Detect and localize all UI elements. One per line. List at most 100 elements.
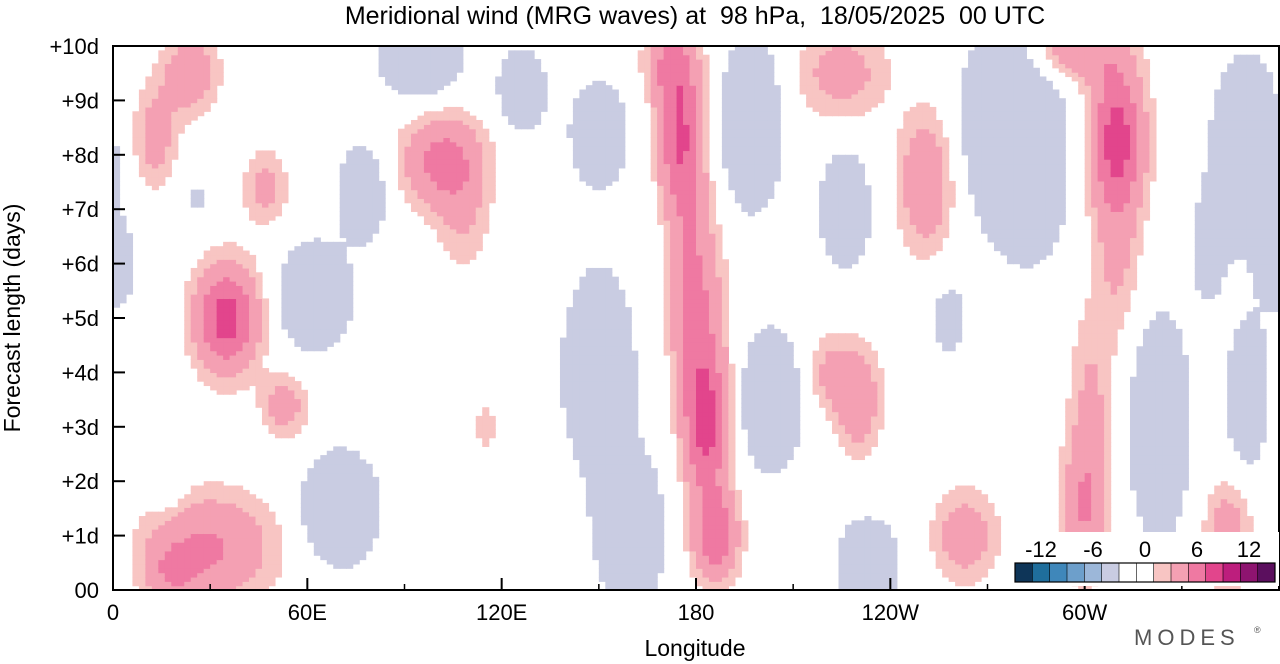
heatmap-cell [670,389,678,395]
heatmap-cell [702,128,710,134]
heatmap-cell [689,228,697,234]
heatmap-cell [197,546,205,552]
heatmap-cell [430,224,438,230]
heatmap-cell [741,542,749,548]
heatmap-cell [132,546,140,552]
heatmap-cell [255,150,263,156]
heatmap-cell [618,529,626,535]
heatmap-cell [249,311,257,317]
heatmap-cell [249,259,257,265]
heatmap-cell [650,481,658,487]
heatmap-cell [611,89,619,95]
heatmap-cell [598,128,606,134]
heatmap-cell [618,520,626,526]
heatmap-cell [611,176,619,182]
heatmap-cell [268,154,276,160]
heatmap-cell [268,215,276,221]
heatmap-cell [540,80,548,86]
heatmap-cell [592,472,600,478]
heatmap-cell [741,146,749,152]
heatmap-cell [670,154,678,160]
heatmap-cell [689,372,697,378]
heatmap-cell [501,102,509,108]
heatmap-cell [132,533,140,539]
heatmap-cell [184,533,192,539]
heatmap-cell [300,489,308,495]
heatmap-cell [346,167,354,173]
heatmap-cell [216,320,224,326]
heatmap-cell [689,328,697,334]
heatmap-cell [566,407,574,413]
heatmap-cell [346,185,354,191]
heatmap-cell [696,559,704,565]
heatmap-cell [702,124,710,130]
heatmap-cell [488,420,496,426]
heatmap-cell [417,128,425,134]
heatmap-cell [197,276,205,282]
heatmap-cell [132,146,140,152]
heatmap-cell [261,307,270,313]
heatmap-cell [255,215,263,221]
heatmap-cell [721,141,729,147]
heatmap-cell [728,529,736,535]
heatmap-cell [527,59,535,65]
heatmap-cell [598,150,606,156]
heatmap-cell [566,428,574,434]
heatmap-cell [592,163,600,169]
heatmap-cell [598,180,606,186]
heatmap-cell [650,468,658,474]
heatmap-cell [281,263,289,269]
heatmap-cell [488,172,496,178]
heatmap-cell [702,568,710,574]
heatmap-cell [469,159,477,165]
heatmap-cell [689,89,697,95]
heatmap-cell [689,46,697,51]
heatmap-cell [611,581,619,587]
heatmap-cell [657,563,665,569]
heatmap-cell [592,333,600,339]
heatmap-cell [482,437,490,443]
heatmap-cell [624,507,632,513]
heatmap-cell [696,537,704,543]
heatmap-cell [670,189,678,195]
heatmap-cell [708,568,717,574]
heatmap-cell [689,502,697,508]
heatmap-cell [696,533,704,539]
heatmap-cell [715,437,723,443]
heatmap-cell [592,146,600,152]
heatmap-cell [747,341,755,347]
heatmap-cell [747,193,755,199]
heatmap-cell [430,189,438,195]
heatmap-cell [598,324,606,330]
heatmap-cell [333,516,341,521]
heatmap-cell [689,294,697,300]
heatmap-cell [611,119,619,125]
heatmap-cell [475,207,483,212]
heatmap-cell [683,106,691,112]
heatmap-cell [488,185,496,191]
heatmap-cell [261,507,270,513]
heatmap-cell [676,420,684,426]
heatmap-cell [715,315,723,321]
heatmap-cell [605,354,613,360]
heatmap-cell [443,128,451,134]
heatmap-cell [287,263,295,269]
heatmap-cell [268,150,276,156]
heatmap-cell [611,537,619,543]
heatmap-cell [702,185,710,191]
heatmap-cell [702,415,710,421]
heatmap-cell [190,359,198,365]
heatmap-cell [605,294,613,300]
heatmap-cell [313,237,321,243]
heatmap-cell [689,533,697,539]
heatmap-cell [579,111,587,117]
heatmap-cell [579,442,587,447]
heatmap-cell [721,102,729,108]
heatmap-cell [721,481,729,487]
heatmap-cell [715,250,723,256]
heatmap-cell [611,437,619,443]
heatmap-cell [236,289,244,295]
heatmap-cell [320,533,328,539]
heatmap-cell [274,167,283,173]
heatmap-cell [708,442,717,447]
